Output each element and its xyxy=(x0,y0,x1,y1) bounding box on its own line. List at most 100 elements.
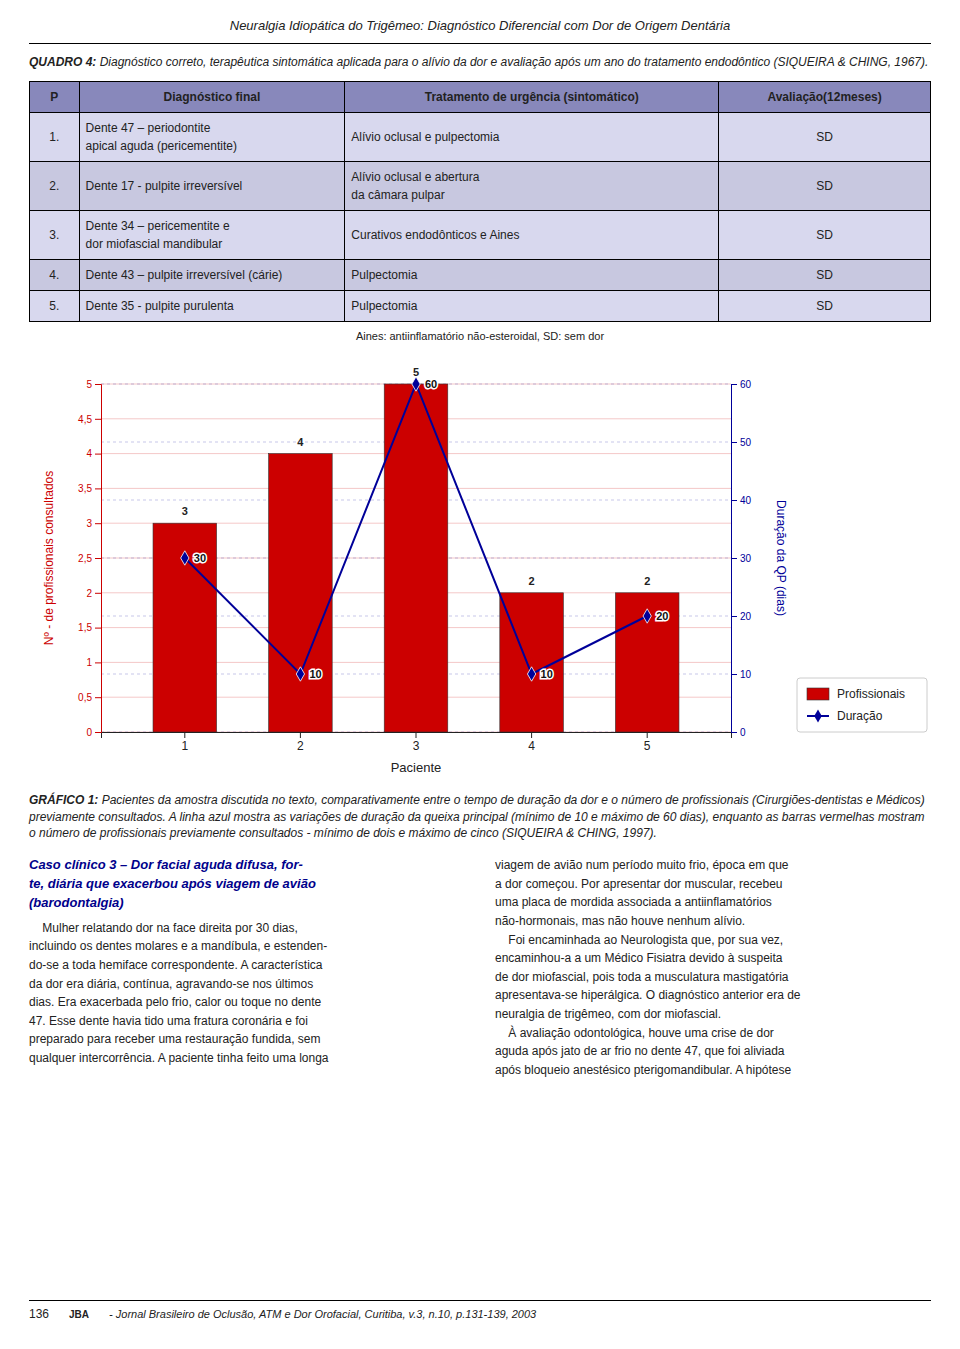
tick-label: 0,5 xyxy=(78,692,92,703)
axis: 0102030405060 xyxy=(731,378,752,737)
tick-mark xyxy=(95,662,101,663)
axis: 00,511,522,533,544,55 xyxy=(78,378,101,737)
tick: 2,5 xyxy=(78,552,101,563)
tick-label: 0 xyxy=(86,726,92,737)
legend-label: Duração xyxy=(837,709,883,723)
caption-label: GRÁFICO 1: xyxy=(29,793,98,807)
legend-swatch xyxy=(814,709,822,722)
caption-text: Diagnóstico correto, terapêutica sintomá… xyxy=(96,55,928,69)
tick-mark xyxy=(731,732,737,733)
tick-mark xyxy=(731,442,737,443)
tick-mark xyxy=(95,523,101,524)
tick: 3 xyxy=(413,732,420,753)
data-label: 60 xyxy=(425,378,437,390)
tick: 1,5 xyxy=(78,622,101,633)
tick-label: 40 xyxy=(740,494,752,505)
chart-svg: 3452230106010201234500,511,522,533,544,5… xyxy=(29,354,931,784)
data-label: 2 xyxy=(644,575,650,587)
point xyxy=(296,667,304,681)
tick-mark xyxy=(416,732,417,738)
marks xyxy=(153,377,679,732)
data-label: 2 xyxy=(529,575,535,587)
table-cell: Dente 35 - pulpite purulenta xyxy=(79,290,345,321)
body-text: Mulher relatando dor na face direita por… xyxy=(29,919,465,1068)
table-cell: Dente 17 - pulpite irreversível xyxy=(79,161,345,210)
tick-mark xyxy=(95,488,101,489)
tick: 30 xyxy=(731,552,752,563)
tick-mark xyxy=(731,616,737,617)
table-row: 1.Dente 47 – periodontite apical aguda (… xyxy=(30,112,931,161)
tick-mark xyxy=(300,732,301,738)
tick-label: 2 xyxy=(86,587,92,598)
tick: 3 xyxy=(86,518,101,529)
tick-label: 50 xyxy=(740,436,752,447)
legend-label: Profissionais xyxy=(837,687,905,701)
tick: 60 xyxy=(731,378,752,389)
legend: Profissionais Duração xyxy=(797,678,927,732)
plot: 3452230106010201234500,511,522,533,544,5… xyxy=(42,366,927,775)
tick-mark xyxy=(731,674,737,675)
tick-label: 5 xyxy=(644,738,651,752)
axis: 12345 xyxy=(102,732,732,753)
tick: 2 xyxy=(86,587,101,598)
axis-line xyxy=(95,384,102,732)
column: Caso clínico 3 – Dor facial aguda difusa… xyxy=(29,856,465,1079)
tick-label: 2 xyxy=(297,738,304,752)
data-label: 5 xyxy=(413,366,419,378)
table-note: Aines: antiinflamatório não-esteroidal, … xyxy=(29,330,931,342)
table-header-cell: Diagnóstico final xyxy=(79,81,345,112)
x-axis-title: Paciente xyxy=(391,760,442,775)
axis-line xyxy=(102,732,732,738)
tick-mark xyxy=(95,558,101,559)
tick-mark xyxy=(647,732,648,738)
tick-mark xyxy=(95,384,101,385)
tick-mark xyxy=(95,697,101,698)
table-header-cell: P xyxy=(30,81,80,112)
data-label: 20 xyxy=(656,610,668,622)
body-text: viagem de avião num período muito frio, … xyxy=(495,856,931,1079)
point xyxy=(643,609,651,623)
table-cell: 1. xyxy=(30,112,80,161)
tick: 2 xyxy=(297,732,304,753)
rule xyxy=(29,43,931,44)
tick: 4,5 xyxy=(78,413,101,424)
legend-item: Profissionais xyxy=(807,687,905,701)
data-label: 10 xyxy=(541,668,553,680)
table-cell: 4. xyxy=(30,259,80,290)
tick-mark xyxy=(95,627,101,628)
tick-mark xyxy=(731,384,737,385)
table-cell: Pulpectomia xyxy=(345,290,719,321)
tick-mark xyxy=(95,732,101,733)
page-title: Neuralgia Idiopática do Trigêmeo: Diagnó… xyxy=(29,18,931,33)
tick: 1 xyxy=(181,732,188,753)
table-row: 5.Dente 35 - pulpite purulentaPulpectomi… xyxy=(30,290,931,321)
table-cell: Dente 34 – pericementite e dor miofascia… xyxy=(79,210,345,259)
tick-label: 1,5 xyxy=(78,622,92,633)
tick-mark xyxy=(95,453,101,454)
tick-mark xyxy=(184,732,185,738)
tick: 4 xyxy=(86,448,101,459)
section-title: (barodontalgia) xyxy=(29,894,465,913)
data-label: 30 xyxy=(194,552,206,564)
tick-label: 0 xyxy=(740,726,746,737)
data-label: 3 xyxy=(182,505,188,517)
tick: 3,5 xyxy=(78,483,101,494)
tick: 5 xyxy=(644,732,651,753)
case-section: Caso clínico 3 – Dor facial aguda difusa… xyxy=(29,856,931,1079)
tick-label: 60 xyxy=(740,378,752,389)
table-cell: SD xyxy=(719,290,931,321)
point xyxy=(412,377,420,391)
tick-mark xyxy=(95,419,101,420)
table-cell: SD xyxy=(719,112,931,161)
section-title: Caso clínico 3 – Dor facial aguda difusa… xyxy=(29,856,465,875)
tick: 0 xyxy=(86,726,101,737)
tick-mark xyxy=(731,558,737,559)
table-cell: Curativos endodônticos e Aines xyxy=(345,210,719,259)
table: PDiagnóstico finalTratamento de urgência… xyxy=(29,81,931,322)
table-header-cell: Tratamento de urgência (sintomático) xyxy=(345,81,719,112)
legend-frame xyxy=(797,678,927,732)
chart-caption: GRÁFICO 1: Pacientes da amostra discutid… xyxy=(29,792,931,842)
tick-label: 2,5 xyxy=(78,552,92,563)
grid xyxy=(101,384,731,732)
chart: 3452230106010201234500,511,522,533,544,5… xyxy=(29,354,931,784)
